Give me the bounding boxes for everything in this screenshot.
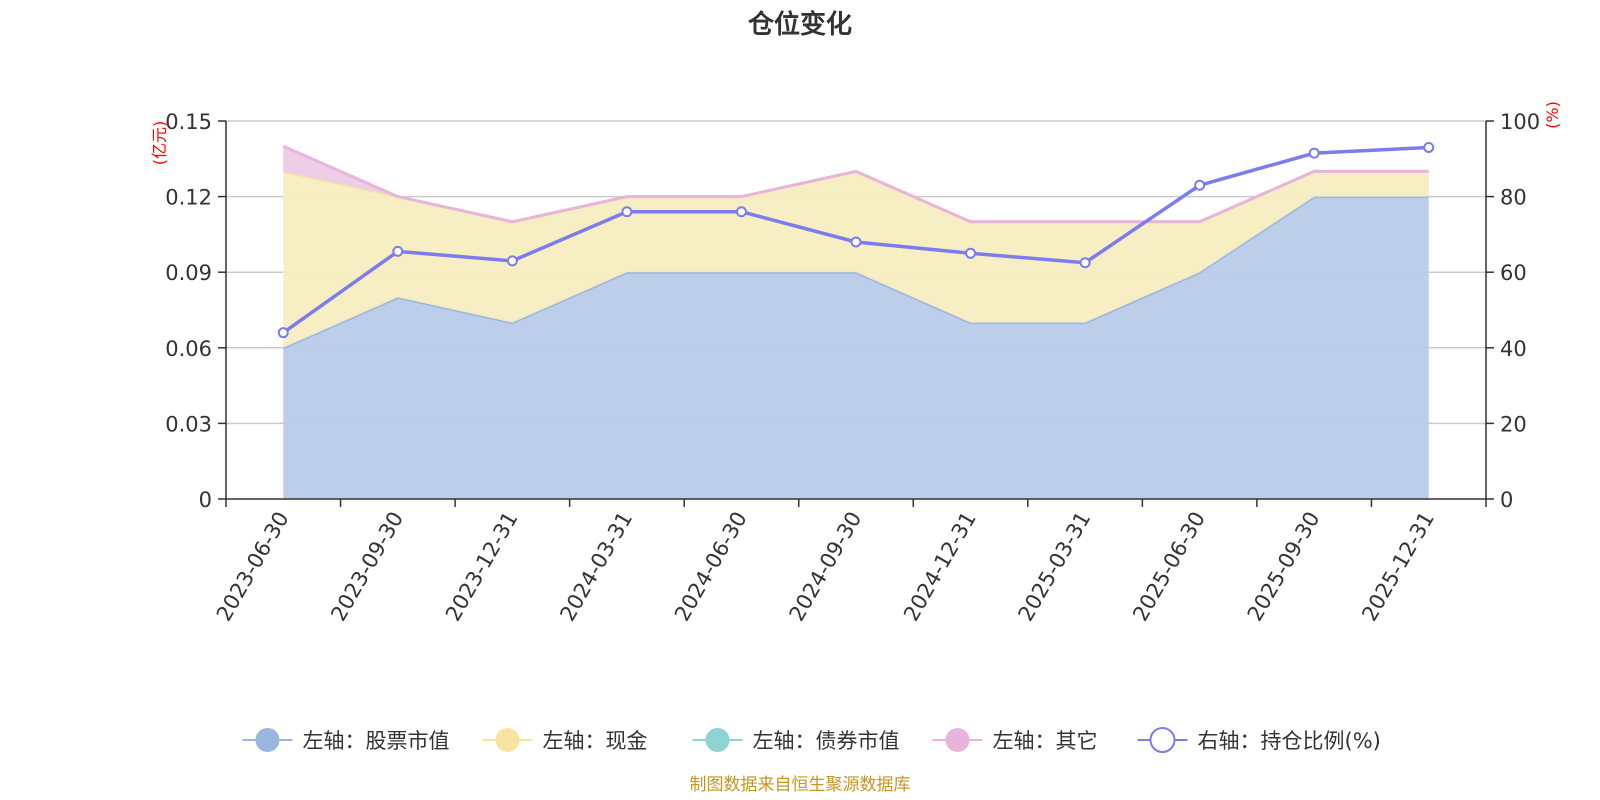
- legend-label: 左轴：债券市值: [753, 729, 900, 753]
- right-axis-tick-label: 60: [1500, 261, 1527, 285]
- legend-label: 右轴：持仓比例(%): [1198, 729, 1381, 753]
- right-axis-tick-label: 20: [1500, 412, 1527, 436]
- ratio-point: [621, 206, 633, 218]
- ratio-point: [1079, 257, 1091, 269]
- left-axis-unit: (亿元): [150, 121, 169, 166]
- ratio-point: [1308, 147, 1320, 159]
- legend-marker: [945, 728, 970, 752]
- area-series-1: [283, 171, 1429, 348]
- right-axis-tick-label: 40: [1500, 337, 1527, 361]
- x-axis-label: 2025-12-31: [1357, 508, 1439, 626]
- ratio-point: [1423, 141, 1435, 153]
- x-axis-label: 2025-09-30: [1243, 508, 1325, 626]
- area-line-series-3: [282, 144, 1429, 224]
- right-axis-unit: (%): [1543, 101, 1562, 129]
- ratio-point: [506, 255, 518, 267]
- left-axis-tick-label: 0.09: [165, 261, 212, 285]
- source-note: 制图数据来自恒生聚源数据库: [690, 775, 911, 795]
- x-axis-label: 2024-03-31: [555, 508, 637, 626]
- x-axis-label: 2024-06-30: [670, 508, 752, 626]
- right-axis-tick-label: 80: [1500, 186, 1527, 210]
- x-axis-label: 2025-06-30: [1128, 508, 1210, 626]
- x-axis-label: 2024-12-31: [899, 507, 981, 625]
- x-axis-label: 2023-12-31: [441, 508, 523, 626]
- legend-marker: [1149, 727, 1176, 753]
- stacked-areas: [282, 144, 1429, 499]
- legend-label: 左轴：其它: [993, 729, 1098, 753]
- ratio-point: [392, 245, 404, 257]
- ratio-point: [1194, 179, 1206, 191]
- left-axis-tick-label: 0.12: [165, 186, 212, 210]
- x-axis-label: 2024-09-30: [785, 508, 867, 626]
- left-axis-tick-label: 0.06: [165, 337, 212, 361]
- ratio-point: [277, 327, 289, 339]
- legend-marker: [495, 728, 520, 752]
- position-ratio-line: [277, 141, 1435, 339]
- x-axis-label: 2025-03-31: [1014, 508, 1096, 626]
- legend: 左轴：股票市值 左轴：现金 左轴：债券市值 左轴：其它 右轴：持仓比例(%): [242, 727, 1381, 753]
- legend-label: 左轴：现金: [543, 729, 648, 753]
- legend-marker: [705, 728, 730, 752]
- right-axis-tick-label: 0: [1500, 488, 1513, 512]
- area-series-0: [283, 196, 1429, 499]
- ratio-point: [735, 206, 747, 218]
- left-axis-tick-label: 0.03: [165, 412, 212, 436]
- chart-title: 仓位变化: [747, 9, 852, 40]
- legend-marker: [255, 728, 280, 752]
- legend-label: 左轴：股票市值: [303, 729, 450, 753]
- x-axis-label: 2023-09-30: [326, 508, 408, 626]
- right-axis-tick-label: 100: [1500, 110, 1540, 134]
- left-axis-tick-label: 0: [199, 488, 212, 512]
- left-axis-tick-label: 0.15: [165, 110, 212, 134]
- x-axis-label: 2023-06-30: [212, 508, 294, 626]
- ratio-point: [965, 247, 977, 259]
- ratio-point: [850, 236, 862, 248]
